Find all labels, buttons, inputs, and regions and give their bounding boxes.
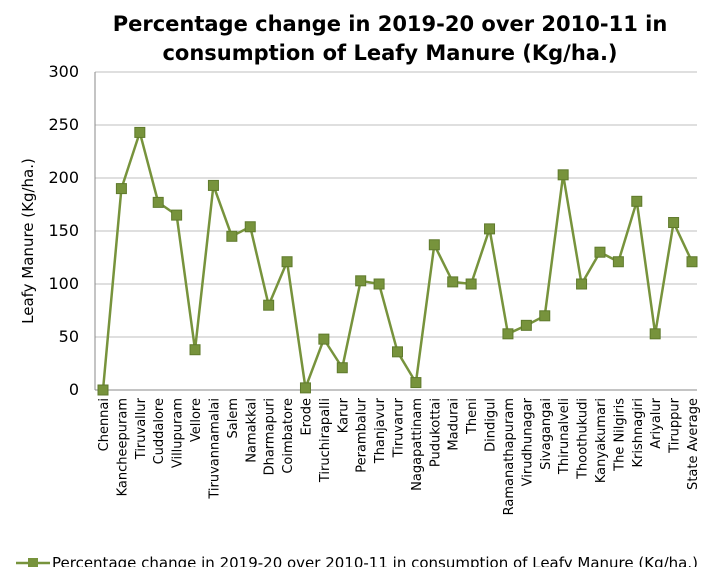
legend-label: Percentage change in 2019-20 over 2010-1… [52, 554, 698, 567]
data-point-marker [557, 169, 569, 181]
data-point-marker [502, 328, 514, 340]
data-point-marker [465, 278, 477, 290]
x-tick-label: Villupuram [171, 398, 186, 468]
data-point-marker [649, 328, 661, 340]
x-tick-label: Tiruvannamalai [207, 398, 222, 500]
x-tick-label: Tiruvallur [134, 397, 149, 460]
data-point-marker [281, 256, 293, 268]
x-tick-label: Ariyalur [649, 397, 664, 448]
data-point-marker [299, 382, 311, 394]
x-tick-label: Sivagangai [539, 398, 554, 470]
x-tick-label: Thanjavur [373, 397, 388, 464]
data-point-marker [594, 246, 606, 258]
x-tick-label: Thoothukudi [576, 398, 591, 480]
legend-marker [28, 558, 38, 567]
x-tick-label: Kancheepuram [115, 398, 130, 496]
x-tick-label: Virudhunagar [520, 397, 535, 486]
series-layer [97, 126, 698, 396]
data-point-marker [484, 223, 496, 235]
data-point-marker [207, 179, 219, 191]
x-tick-label: Coimbatore [281, 398, 296, 474]
y-tick-label: 250 [48, 115, 79, 134]
data-point-marker [97, 384, 109, 396]
axis-layer [94, 72, 697, 391]
data-point-marker [263, 299, 275, 311]
x-tick-label: Perambalur [355, 397, 370, 472]
x-tick-label: State Average [686, 398, 701, 490]
x-tick-label: Pudukottai [428, 398, 443, 467]
data-point-marker [115, 183, 127, 195]
x-tick-label: Kanyakumari [594, 398, 609, 483]
x-tick-label: Tiruvarur [392, 397, 407, 458]
data-point-marker [152, 196, 164, 208]
data-point-marker [318, 333, 330, 345]
x-tick-label: Nagapattinam [410, 398, 425, 491]
x-tick-label: The Nilgiris [612, 398, 627, 472]
data-point-marker [631, 195, 643, 207]
data-point-marker [410, 377, 422, 389]
x-tick-label: Tiruppur [668, 397, 683, 453]
data-point-marker [520, 319, 532, 331]
data-point-marker [373, 278, 385, 290]
y-tick-label: 300 [48, 62, 79, 81]
x-tick-label: Ramanathapuram [502, 398, 517, 515]
data-point-marker [668, 217, 680, 229]
x-tick-label: Erode [299, 398, 314, 435]
data-point-marker [355, 275, 367, 287]
data-point-marker [189, 344, 201, 356]
x-tick-label: Chennai [97, 398, 112, 451]
legend-layer: Percentage change in 2019-20 over 2010-1… [16, 554, 698, 567]
y-tick-label: 0 [69, 380, 79, 399]
x-tick-label: Theni [465, 398, 480, 435]
y-tick-label: 100 [48, 274, 79, 293]
x-tick-label: Salem [226, 398, 241, 439]
x-tick-label: Thirunalveli [557, 398, 572, 475]
x-tick-label: Dharmapuri [263, 398, 278, 475]
label-layer: 0 50 100 150 200 250 300 Leafy Manure (Kg/ha.) C… [19, 62, 701, 515]
x-tick-label: Namakkal [244, 398, 259, 463]
data-point-marker [612, 256, 624, 268]
x-tick-label: Madurai [447, 398, 462, 451]
x-tick-label: Cuddalore [152, 398, 167, 464]
data-point-marker [428, 239, 440, 251]
data-point-marker [539, 310, 551, 322]
y-tick-label: 50 [59, 327, 79, 346]
data-point-marker [686, 256, 698, 268]
y-axis-title: Leafy Manure (Kg/ha.) [19, 158, 37, 324]
data-point-marker [134, 126, 146, 138]
data-point-marker [576, 278, 588, 290]
x-tick-label: Tiruchirapalli [318, 398, 333, 483]
data-point-marker [171, 209, 183, 221]
data-point-marker [447, 276, 459, 288]
y-tick-label: 150 [48, 221, 79, 240]
chart-title: Percentage change in 2019-20 over 2010-1… [112, 12, 668, 65]
data-point-marker [244, 221, 256, 233]
x-tick-label: Dindigul [484, 398, 499, 452]
data-point-marker [226, 230, 238, 242]
x-tick-label: Vellore [189, 398, 204, 442]
data-point-marker [336, 362, 348, 374]
y-tick-label: 200 [48, 168, 79, 187]
x-tick-label: Karur [336, 397, 351, 433]
data-point-marker [392, 346, 403, 358]
x-tick-label: Krishnagiri [631, 398, 646, 468]
